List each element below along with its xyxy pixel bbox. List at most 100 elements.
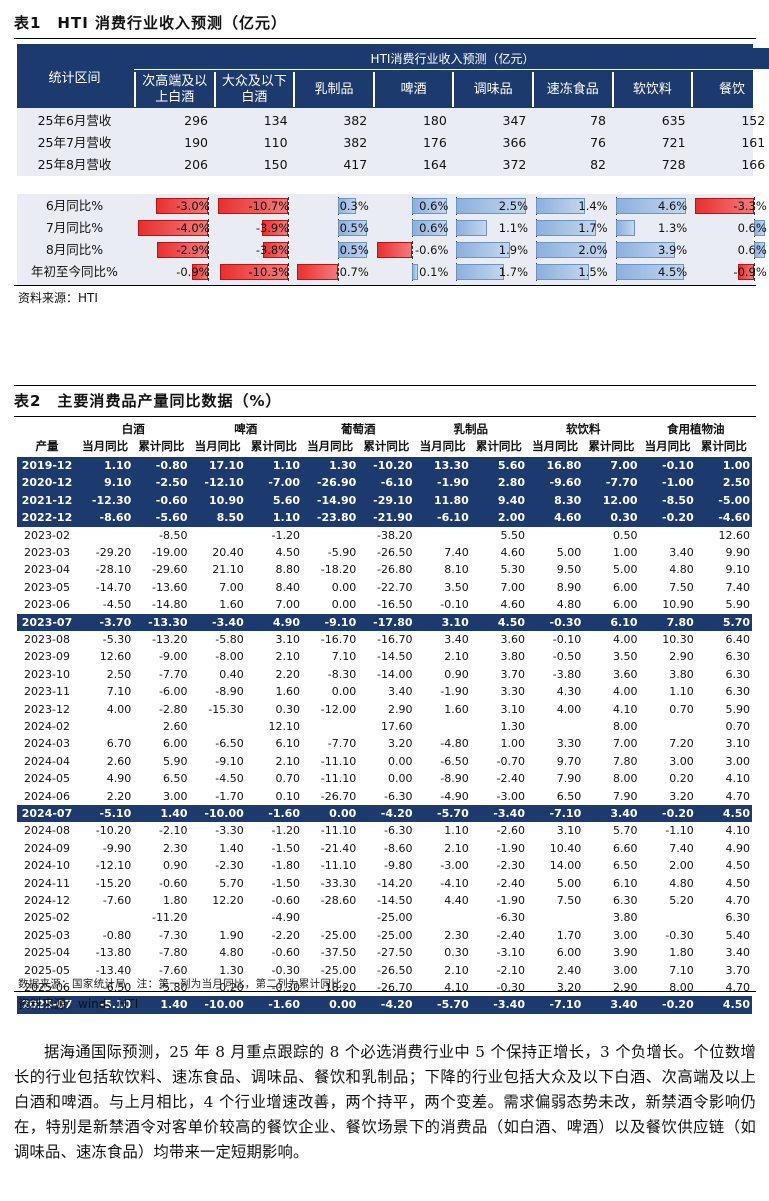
table2-cell: 9.40 (497, 493, 525, 507)
table2-cell: -11.10 (320, 859, 357, 873)
table2-cell: -6.00 (159, 685, 188, 699)
table2-cell: 8.40 (275, 580, 301, 594)
table2-cell: -7.10 (549, 807, 582, 820)
table1-cell: 152 (741, 113, 766, 128)
table1-pct-label: -0.6% (415, 243, 449, 257)
table2-cell: 2.20 (106, 789, 132, 803)
table2-cell: 3.20 (669, 789, 694, 803)
table2-row: 2024-02 2.60 12.10 17.60 1.30 8.00 0.70 (17, 718, 752, 735)
table2-cell: -1.00 (662, 476, 694, 490)
table2-cell: 3.40 (610, 807, 638, 820)
table2-cell: -4.50 (102, 598, 132, 612)
table1-bar-axis (754, 263, 756, 281)
table2-cell: 1.00 (722, 459, 750, 472)
table2-cell: 2.10 (444, 841, 469, 855)
table1-col-header: 啤酒 (372, 72, 453, 107)
table2-cell: 4.40 (444, 894, 469, 907)
table2-cell: 21.10 (212, 563, 244, 577)
table2-cell: 5.70 (613, 824, 638, 838)
table1-pct-label: -10.3% (248, 265, 290, 279)
table2-cell: 1.00 (500, 737, 526, 751)
table2-cell: -26.80 (377, 563, 413, 577)
table2-cell: -22.70 (377, 580, 413, 594)
table1-bar-axis (287, 219, 289, 237)
table2-cell: 6.10 (613, 876, 638, 890)
table2-cell: -26.70 (320, 789, 357, 803)
table2-cell: -2.40 (496, 876, 525, 890)
table2-cell: 2.00 (669, 859, 694, 873)
table2-cell: 1.90 (219, 928, 244, 942)
table2-cell: -6.10 (380, 476, 413, 490)
table2-cell: 0.20 (669, 772, 694, 786)
table2-period: 2024-04 (24, 754, 70, 768)
table2-cell: 1.40 (160, 998, 188, 1012)
table2-cell: 4.80 (219, 946, 244, 960)
table2-cell: 7.40 (669, 841, 694, 855)
table2-cell: 8.30 (554, 493, 582, 507)
table2-cell: 4.30 (556, 685, 582, 699)
table2-cell: 17.60 (381, 720, 413, 733)
table2-sub-label: 累计同比 (138, 439, 185, 453)
table1-neg-bar (738, 264, 755, 280)
table2-period: 2023-07 (21, 615, 73, 629)
table1-bar-axis (287, 197, 289, 215)
table2-cell: 7.90 (556, 772, 582, 786)
table2-cell: -3.30 (215, 824, 244, 838)
table2-cell: 1.80 (669, 946, 694, 960)
table2-row: 2023-03 -29.20 -19.00 20.40 4.50 -5.90 -26.50 7… (17, 544, 752, 561)
table2-cell: 4.10 (725, 772, 751, 786)
table2-cell: -23.80 (316, 511, 357, 525)
table2-cell: 8.90 (556, 580, 582, 594)
table2-cell: 3.40 (669, 546, 694, 559)
table1-pct-label: 2.0% (578, 243, 608, 257)
table2-cell: 5.50 (500, 528, 526, 542)
table2-cell: -10.00 (204, 807, 244, 820)
table1-bar-axis (208, 219, 209, 237)
table1-stat-label: 统计区间 (48, 70, 101, 86)
table2-cell: 2.10 (444, 650, 469, 664)
table2-cell: -25.00 (320, 963, 357, 977)
table2-cell: -28.10 (95, 563, 132, 577)
table2-sub-label: 当月同比 (194, 439, 241, 453)
table2-cell: -9.10 (215, 754, 244, 768)
table2-sub-label: 当月同比 (82, 439, 129, 453)
table2-cell: 7.50 (669, 580, 694, 594)
table2-cell: -5.70 (437, 998, 469, 1012)
table2-cell: 4.50 (725, 876, 751, 890)
table2-cell: 5.70 (219, 876, 244, 890)
table2-cell: 0.00 (329, 807, 357, 820)
table1-pos-bar (536, 264, 589, 280)
table2-cell: 6.60 (613, 841, 638, 855)
table1-row-label: 25年7月营收 (37, 135, 112, 150)
table2-period: 2023-08 (24, 633, 70, 646)
table1-top-rule (14, 38, 756, 39)
table2-cell: 3.30 (500, 685, 526, 699)
table2-cell: -2.80 (159, 702, 188, 716)
table2-cell: 0.70 (669, 702, 694, 716)
table1-pct-label: 0.1% (419, 265, 449, 279)
table2-cell: -8.90 (440, 772, 469, 786)
table2-row: 2024-06 2.20 3.00 -1.70 0.10 -26.70 -6.30 -4.90… (17, 788, 752, 805)
table2-cell: 3.00 (163, 789, 188, 803)
table1-pct-label: 2.5% (498, 199, 528, 213)
table2-cell: -9.90 (102, 841, 132, 855)
table2-row: 2024-10 -12.10 0.90 -2.30 -1.80 -11.10 -9.80 -3… (17, 857, 752, 874)
table2-cell: -7.10 (549, 998, 582, 1012)
table2-period: 2023-10 (24, 667, 70, 681)
table1-pct-label: 4.5% (657, 265, 688, 279)
table1-pct-label: -0.9% (176, 265, 210, 279)
table2-sub-label: 累计同比 (475, 439, 522, 453)
table1-pct-label: 0.6% (737, 221, 767, 235)
table1-pct-label: -0.7% (335, 265, 369, 279)
table2-cell: -3.40 (212, 615, 244, 629)
table1-pct-label: 0.6% (419, 199, 449, 213)
table2-cell: -1.60 (268, 998, 300, 1012)
table2-cell: 0.00 (388, 754, 413, 768)
table2-cell: -25.00 (377, 928, 413, 942)
table2-cell: 2.80 (497, 476, 525, 490)
table2-group-label: 白酒 (121, 422, 145, 436)
table2-cell: 2.00 (497, 511, 525, 525)
table2-cell: -29.20 (95, 546, 132, 559)
table2-cell: -10.20 (373, 459, 413, 472)
table2-cell: -4.10 (440, 876, 469, 890)
